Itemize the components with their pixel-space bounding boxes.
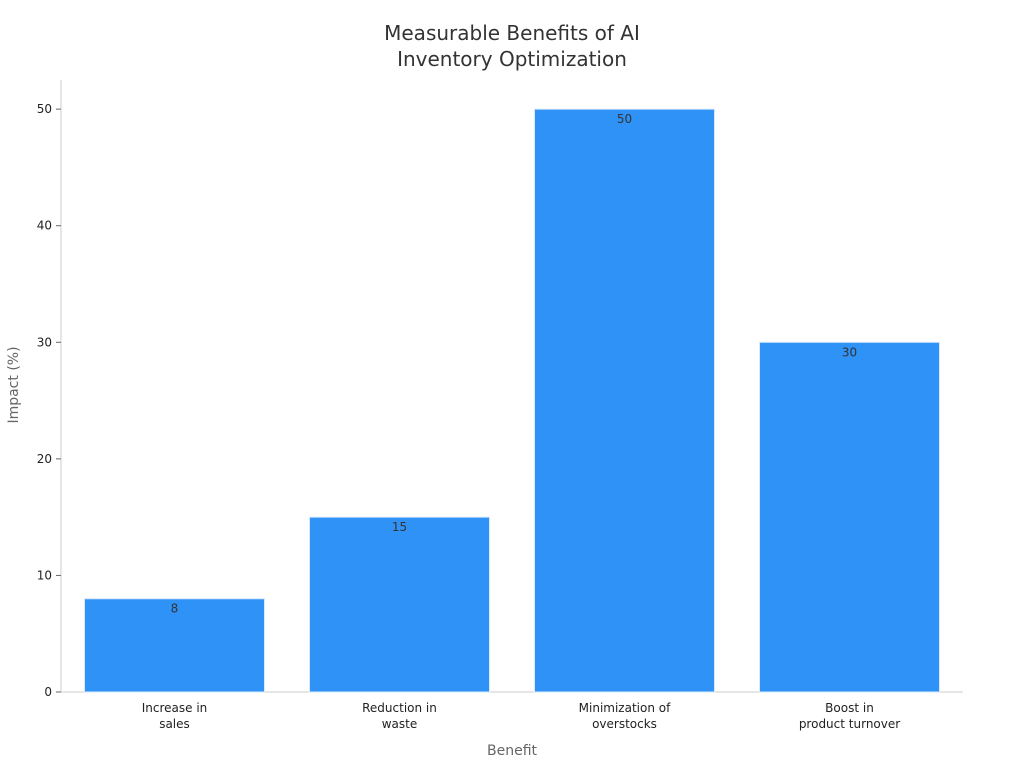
x-category-label: product turnover bbox=[799, 717, 900, 731]
x-axis-title: Benefit bbox=[487, 743, 538, 759]
y-axis-title: Impact (%) bbox=[6, 346, 22, 423]
x-category-label: Minimization of bbox=[579, 701, 671, 715]
bar bbox=[84, 598, 265, 693]
bar-data-label: 30 bbox=[842, 345, 857, 359]
bar-data-label: 8 bbox=[171, 602, 179, 616]
bar-data-label: 15 bbox=[392, 520, 407, 534]
y-tick-label: 50 bbox=[37, 102, 52, 116]
bar bbox=[759, 341, 940, 693]
chart-title-line-2: Inventory Optimization bbox=[397, 47, 627, 71]
y-tick-label: 30 bbox=[37, 335, 52, 349]
y-axis: 0 10 20 30 40 50 bbox=[37, 80, 62, 699]
y-tick-label: 0 bbox=[44, 685, 52, 699]
x-category-label: Increase in bbox=[142, 701, 208, 715]
y-tick-label: 20 bbox=[37, 452, 52, 466]
x-category-label: overstocks bbox=[592, 717, 657, 731]
x-category-label: waste bbox=[382, 717, 418, 731]
bar bbox=[309, 516, 490, 693]
x-category-label: Reduction in bbox=[362, 701, 437, 715]
x-axis: Increase in sales Reduction in waste Minimiz… bbox=[61, 691, 963, 731]
chart-title-line-1: Measurable Benefits of AI bbox=[384, 21, 640, 45]
x-category-label: sales bbox=[159, 717, 190, 731]
x-category-label: Boost in bbox=[825, 701, 874, 715]
bar-data-label: 50 bbox=[617, 112, 632, 126]
bar bbox=[534, 108, 715, 693]
bars-group: 8 15 50 30 bbox=[84, 108, 940, 693]
y-tick-label: 40 bbox=[37, 219, 52, 233]
y-tick-label: 10 bbox=[37, 568, 52, 582]
